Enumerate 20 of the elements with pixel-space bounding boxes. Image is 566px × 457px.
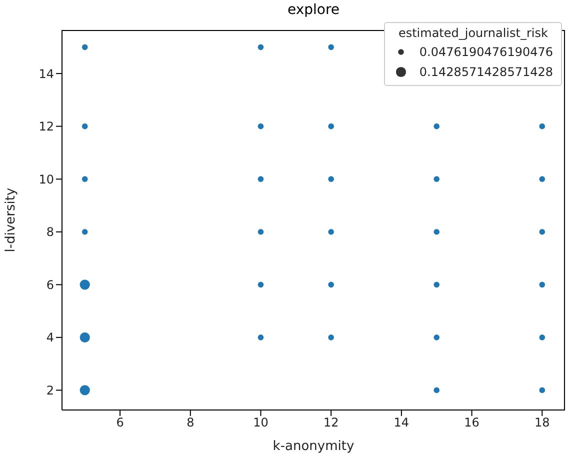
y-axis-title: l-diversity xyxy=(4,188,19,252)
x-tick-label: 10 xyxy=(253,416,268,430)
x-tick-label: 6 xyxy=(116,416,124,430)
y-tick-label: 14 xyxy=(38,66,54,81)
y-tick-label: 4 xyxy=(46,330,54,345)
y-tick-label: 8 xyxy=(46,225,54,240)
x-tick-label: 12 xyxy=(323,416,339,430)
x-tick-label: 18 xyxy=(534,416,550,430)
x-axis-title: k-anonymity xyxy=(272,439,354,454)
legend-title: estimated_journalist_risk xyxy=(397,26,549,40)
x-tick-label: 14 xyxy=(394,416,410,430)
y-tick-label: 12 xyxy=(38,120,54,134)
x-tick-label: 16 xyxy=(464,416,480,430)
y-tick-label: 2 xyxy=(46,383,54,398)
legend-label: 0.1428571428571428 xyxy=(419,65,553,79)
y-tick-label: 10 xyxy=(38,172,54,186)
x-tick-label: 8 xyxy=(186,416,194,430)
legend-label: 0.0476190476190476 xyxy=(419,45,553,59)
y-tick-label: 6 xyxy=(46,278,54,292)
chart-title: explore xyxy=(286,2,341,18)
